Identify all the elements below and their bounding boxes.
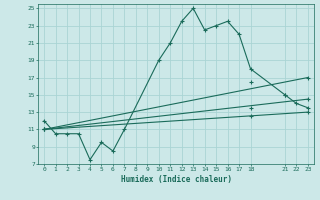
X-axis label: Humidex (Indice chaleur): Humidex (Indice chaleur) [121,175,231,184]
